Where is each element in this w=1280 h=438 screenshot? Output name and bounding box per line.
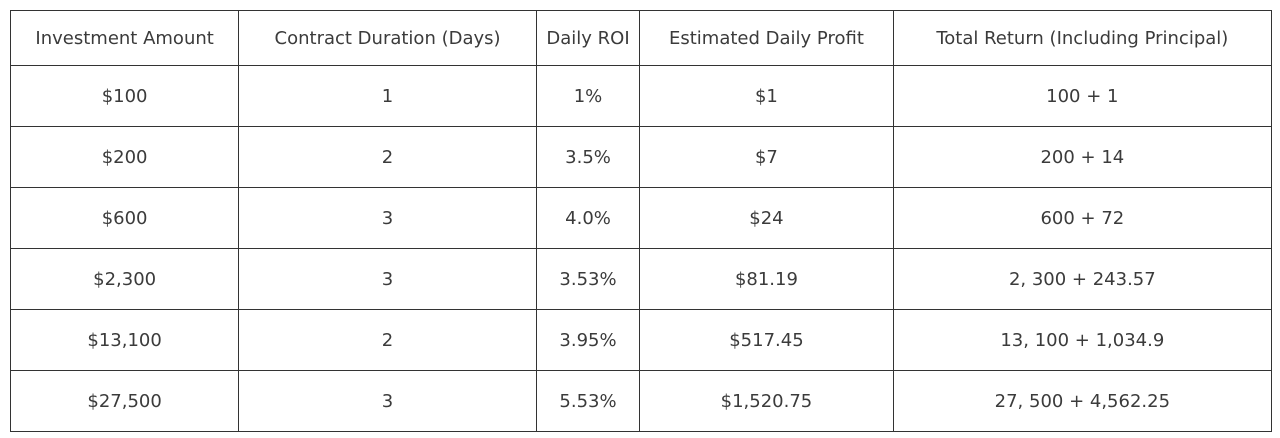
header-row: Investment Amount Contract Duration (Days… xyxy=(9,10,1273,66)
table-cell: $2,300 xyxy=(9,248,240,310)
table-header: Investment Amount Contract Duration (Days… xyxy=(9,10,1273,66)
table-row: $100 1 1% $1 100 + 1 xyxy=(9,65,1273,127)
table-cell: $81.19 xyxy=(639,248,894,310)
table-row: $200 2 3.5% $7 200 + 14 xyxy=(9,126,1273,188)
table-cell: 4.0% xyxy=(535,187,641,249)
table-cell: 3.53% xyxy=(535,248,641,310)
table-row: $2,300 3 3.53% $81.19 2, 300 + 243.57 xyxy=(9,248,1273,310)
investment-roi-table: Investment Amount Contract Duration (Days… xyxy=(9,10,1273,432)
table-cell: 3.5% xyxy=(535,126,641,188)
header-cell: Total Return (Including Principal) xyxy=(892,10,1273,66)
table-cell: $13,100 xyxy=(9,309,240,371)
table-cell: 2 xyxy=(238,126,537,188)
table-row: $600 3 4.0% $24 600 + 72 xyxy=(9,187,1273,249)
table-cell: $100 xyxy=(9,65,240,127)
table-cell: $1,520.75 xyxy=(639,370,894,432)
table-cell: 1% xyxy=(535,65,641,127)
table-cell: 5.53% xyxy=(535,370,641,432)
table-cell: 13, 100 + 1,034.9 xyxy=(892,309,1273,371)
table-cell: $517.45 xyxy=(639,309,894,371)
header-cell: Estimated Daily Profit xyxy=(639,10,894,66)
table-cell: 2, 300 + 243.57 xyxy=(892,248,1273,310)
table-cell: 3.95% xyxy=(535,309,641,371)
table-cell: $200 xyxy=(9,126,240,188)
table-cell: 200 + 14 xyxy=(892,126,1273,188)
header-cell: Investment Amount xyxy=(9,10,240,66)
table-cell: 600 + 72 xyxy=(892,187,1273,249)
table-cell: 3 xyxy=(238,370,537,432)
table-cell: 27, 500 + 4,562.25 xyxy=(892,370,1273,432)
table-cell: $24 xyxy=(639,187,894,249)
table-cell: $1 xyxy=(639,65,894,127)
table-cell: $600 xyxy=(9,187,240,249)
table-body: $100 1 1% $1 100 + 1 $200 2 3.5% $7 200 + 14 $600 3… xyxy=(9,65,1273,432)
table-cell: 3 xyxy=(238,248,537,310)
table-cell: 1 xyxy=(238,65,537,127)
table-row: $27,500 3 5.53% $1,520.75 27, 500 + 4,562.25 xyxy=(9,370,1273,432)
table-cell: $7 xyxy=(639,126,894,188)
table-row: $13,100 2 3.95% $517.45 13, 100 + 1,034.9 xyxy=(9,309,1273,371)
table-cell: 3 xyxy=(238,187,537,249)
header-cell: Daily ROI xyxy=(535,10,641,66)
header-cell: Contract Duration (Days) xyxy=(238,10,537,66)
table-cell: $27,500 xyxy=(9,370,240,432)
table-cell: 100 + 1 xyxy=(892,65,1273,127)
table-cell: 2 xyxy=(238,309,537,371)
